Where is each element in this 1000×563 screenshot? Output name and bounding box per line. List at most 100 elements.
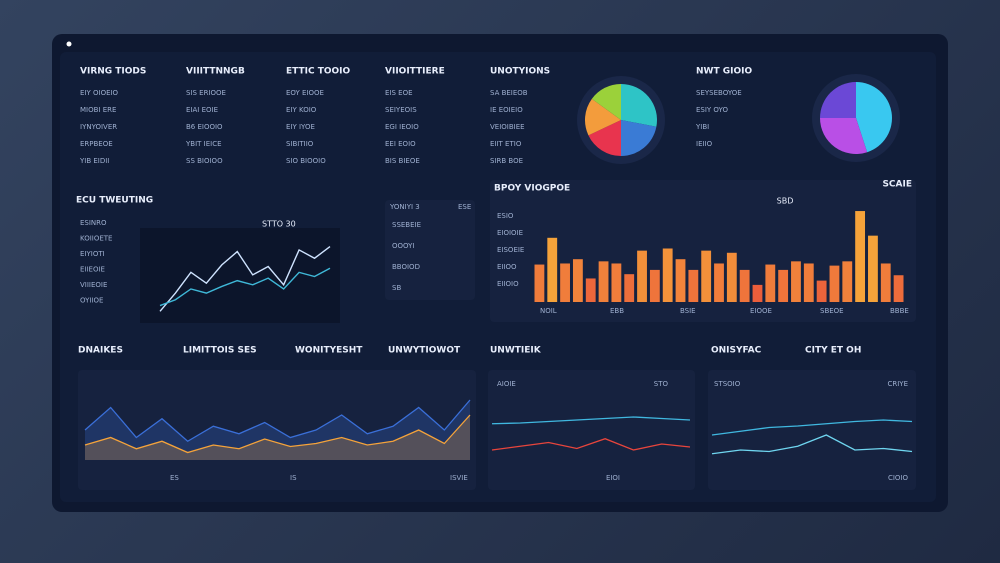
trend-item: EIIEOIE: [80, 266, 105, 274]
bottom-title: ONISYFAC: [711, 346, 762, 356]
column-item: VEIOIBIEE: [490, 123, 525, 131]
panel-label: EIOI: [606, 474, 620, 482]
mini-title: YONIYI 3: [389, 203, 420, 211]
panel-label: CIOIO: [888, 474, 909, 482]
pie-slice: [856, 82, 893, 153]
column-title: ETTIC TOOIO: [286, 67, 351, 77]
column-item: SEIYEOIS: [385, 106, 417, 114]
bar: [701, 250, 712, 302]
line: [84, 399, 471, 443]
line: [159, 246, 331, 312]
column-item: EIY OIOEIO: [80, 89, 119, 97]
bar: [829, 265, 840, 302]
bar: [752, 284, 763, 302]
pie-slice: [585, 98, 621, 136]
column-item: MIOBI ERE: [80, 106, 116, 114]
pie-slice: [621, 120, 657, 156]
column-item: SIO BIOOIO: [286, 157, 326, 165]
panel-label: STSOIO: [714, 380, 741, 388]
column-item: IYNYOIVER: [80, 123, 117, 131]
column-title: VIIOITTIERE: [385, 67, 445, 77]
column-item: BIS BIEOE: [385, 157, 420, 165]
dot: [66, 41, 72, 47]
bar: [547, 237, 558, 302]
column-item: EOY EIOOE: [286, 89, 324, 97]
bar: [598, 261, 609, 302]
bar-side: EIIOO: [497, 263, 517, 271]
panel-label: ISVIE: [450, 474, 468, 482]
bar: [803, 263, 814, 302]
mini-item: BBOIOD: [392, 263, 420, 271]
column-item: IEIIO: [696, 140, 713, 148]
bottom-title: LIMITTOIS SES: [183, 346, 257, 356]
panel-label: STO: [654, 380, 669, 388]
pie-slice: [820, 82, 856, 118]
bar-xlabel: NOIL: [540, 307, 557, 315]
bar: [662, 248, 673, 302]
bar: [791, 261, 801, 302]
section-title: ECU TWEUTING: [76, 196, 153, 206]
line: [159, 267, 331, 307]
bar: [611, 263, 622, 302]
column-title: VIIITTNNGB: [186, 67, 245, 77]
trend-item: EIYIOTI: [80, 250, 105, 258]
panel-label: IS: [290, 474, 297, 482]
bar-xlabel: SBEOE: [820, 307, 844, 315]
column-item: ERPBEOE: [80, 140, 113, 148]
line: [491, 438, 691, 451]
bar: [560, 263, 570, 302]
column-title: NWT GIOIO: [696, 67, 752, 77]
column-item: IE EOIEIO: [490, 106, 523, 114]
trend-item: OYIIOE: [80, 297, 103, 305]
column-item: YIB EIDII: [79, 157, 109, 165]
bar: [534, 264, 545, 302]
bottom-title: DNAIKES: [78, 346, 123, 356]
column-item: EIY IYOE: [286, 123, 315, 131]
trend-label: STTO 30: [262, 220, 296, 229]
bar: [675, 259, 686, 302]
bar-xlabel: BBBE: [890, 307, 909, 315]
line: [711, 434, 913, 455]
bar: [868, 235, 878, 302]
bottom-title: WONITYESHT: [295, 346, 363, 356]
bar-xlabel: EIOOE: [750, 307, 772, 315]
bar-side: EISOEIE: [497, 246, 524, 254]
column-item: EGI IEOIO: [385, 123, 419, 131]
line: [491, 416, 691, 425]
trend-panel: [140, 228, 340, 323]
bottom-title: UNWTIEIK: [490, 346, 542, 356]
bar: [765, 264, 776, 302]
bar: [893, 275, 904, 302]
right-panel: [708, 370, 916, 490]
column-item: SIBITIIO: [286, 140, 314, 148]
mini-tag: ESE: [458, 203, 471, 211]
bar: [739, 269, 750, 302]
bar: [714, 263, 724, 302]
bottom-title: CITY ET OH: [805, 346, 861, 356]
bar-xlabel: EBB: [610, 307, 624, 315]
bar: [688, 269, 699, 302]
bar: [624, 274, 635, 302]
column-item: B6 EIOOIO: [186, 123, 223, 131]
mini-item: OOOYI: [392, 242, 415, 250]
trend-item: VIIIEOIE: [80, 281, 107, 289]
pie-slice: [591, 84, 621, 120]
area: [85, 415, 470, 460]
panel-label: CRIYE: [887, 380, 908, 388]
bar: [842, 261, 853, 302]
column-item: EEI EOIO: [385, 140, 416, 148]
bar-side: EIOIOIE: [497, 229, 523, 237]
trend-item: KOIIOETE: [80, 235, 112, 243]
bar-label: SBD: [777, 197, 794, 206]
bar: [649, 269, 660, 302]
pie-slice: [820, 118, 868, 155]
middle-panel: [488, 370, 695, 490]
column-title: UNOTYIONS: [490, 67, 550, 77]
column-item: SS BIOIOO: [186, 157, 223, 165]
column-item: EIIT ETIO: [490, 140, 522, 148]
line: [84, 414, 471, 454]
mini-item: SSEBEIE: [392, 221, 421, 229]
bar: [855, 211, 866, 302]
